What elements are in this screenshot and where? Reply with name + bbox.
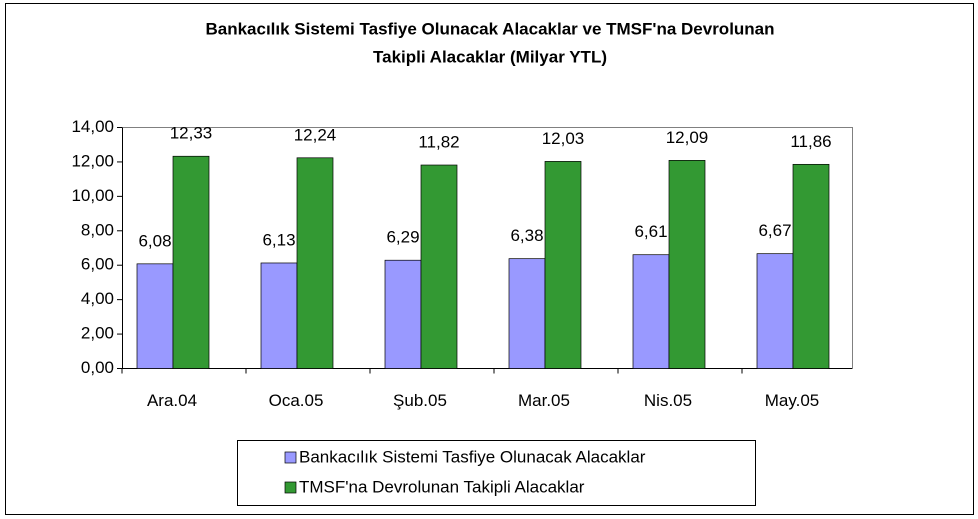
chart-title: Takipli Alacaklar (Milyar YTL) <box>373 47 607 66</box>
x-tick-label: Ara.04 <box>147 391 197 410</box>
value-label: 12,24 <box>294 125 337 144</box>
legend <box>237 440 756 506</box>
value-label: 6,08 <box>138 231 171 250</box>
value-label: 6,38 <box>510 226 543 245</box>
plot-area <box>122 127 853 369</box>
y-tick-label: 10,00 <box>71 186 114 205</box>
y-tick-label: 0,00 <box>81 358 114 377</box>
y-tick-label: 14,00 <box>71 117 114 136</box>
bar <box>172 155 210 369</box>
x-tick-label: Şub.05 <box>393 391 447 410</box>
y-tick-label: 2,00 <box>81 324 114 343</box>
y-tick-label: 4,00 <box>81 289 114 308</box>
bar <box>668 160 706 369</box>
bar <box>384 259 422 369</box>
bar <box>420 164 458 369</box>
value-label: 6,67 <box>758 221 791 240</box>
value-label: 6,13 <box>262 230 295 249</box>
value-label: 6,61 <box>634 222 667 241</box>
value-label: 12,09 <box>666 128 709 147</box>
value-label: 6,29 <box>386 228 419 247</box>
value-label: 12,03 <box>542 129 585 148</box>
y-tick-label: 12,00 <box>71 151 114 170</box>
legend-label: TMSF'na Devrolunan Takipli Alacaklar <box>299 477 585 496</box>
legend-swatch <box>284 451 297 464</box>
legend-label: Bankacılık Sistemi Tasfiye Olunacak Alac… <box>299 447 646 466</box>
bar <box>756 253 794 369</box>
bar <box>296 157 334 369</box>
x-tick-label: Mar.05 <box>518 391 570 410</box>
bar <box>508 258 546 369</box>
bar <box>260 262 298 369</box>
bar <box>632 254 670 369</box>
legend-swatch <box>284 481 297 494</box>
x-tick-label: Oca.05 <box>269 391 324 410</box>
value-label: 11,82 <box>418 133 459 152</box>
chart-title: Bankacılık Sistemi Tasfiye Olunacak Alac… <box>205 19 774 38</box>
x-tick-label: Nis.05 <box>644 391 692 410</box>
bar <box>792 163 830 369</box>
value-label: 12,33 <box>170 124 213 143</box>
x-tick-label: May.05 <box>765 391 820 410</box>
value-label: 11,86 <box>790 132 831 151</box>
bar <box>544 161 582 369</box>
y-tick-label: 8,00 <box>81 220 114 239</box>
y-tick-label: 6,00 <box>81 255 114 274</box>
bar <box>136 263 174 369</box>
